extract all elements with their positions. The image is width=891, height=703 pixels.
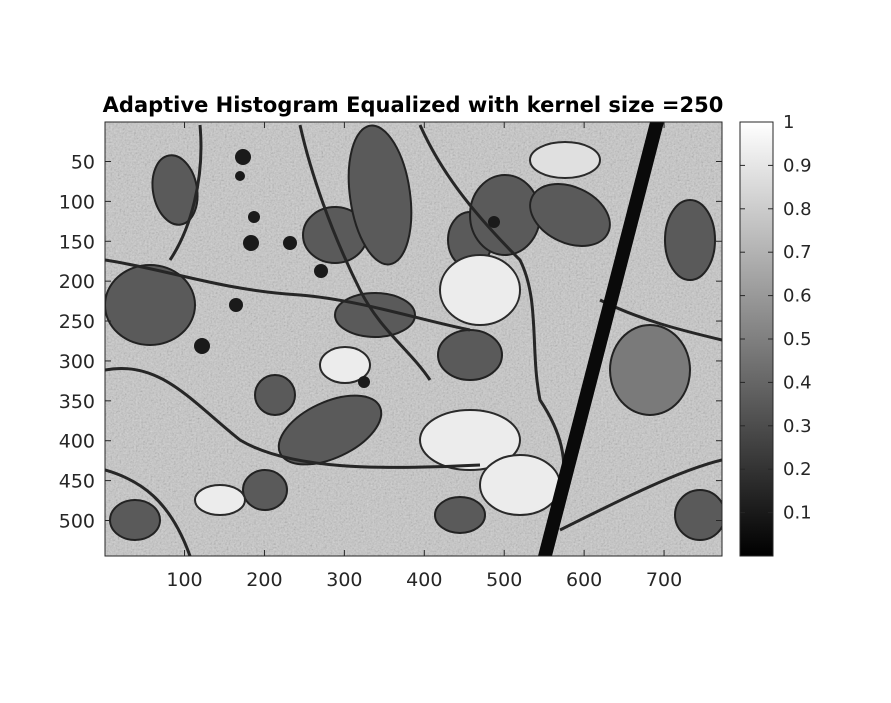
colorbar-tick-label: 0.5 (783, 329, 812, 350)
y-tick-label: 300 (59, 351, 95, 373)
x-tick-label: 400 (406, 569, 442, 591)
y-tick-label: 250 (59, 311, 95, 333)
colorbar-tick-label: 0.2 (783, 459, 812, 480)
y-tick-label: 100 (59, 191, 95, 213)
colorbar-tick-label: 0.3 (783, 416, 812, 437)
y-tick-label: 350 (59, 391, 95, 413)
colorbar-tick-label: 0.6 (783, 286, 812, 307)
x-axis: 100 200 300 400 500 600 700 (166, 122, 682, 591)
x-tick-label: 100 (166, 569, 202, 591)
y-axis: 50 100 150 200 250 300 350 400 450 500 (59, 151, 722, 532)
y-tick-label: 150 (59, 231, 95, 253)
micrograph-image (105, 122, 722, 556)
y-tick-label: 450 (59, 471, 95, 493)
x-tick-label: 700 (646, 569, 682, 591)
y-tick-label: 50 (71, 151, 95, 173)
colorbar-tick-label: 1 (783, 112, 794, 133)
x-tick-label: 500 (486, 569, 522, 591)
x-tick-label: 300 (326, 569, 362, 591)
colorbar-tick-label: 0.1 (783, 503, 812, 524)
x-tick-label: 600 (566, 569, 602, 591)
y-tick-label: 200 (59, 271, 95, 293)
colorbar-tick-label: 0.4 (783, 372, 812, 393)
colorbar-tick-label: 0.9 (783, 155, 812, 176)
figure-title: Adaptive Histogram Equalized with kernel… (103, 93, 724, 117)
colorbar-tick-label: 0.7 (783, 242, 812, 263)
colorbar: 0.1 0.2 0.3 0.4 0.5 0.6 0.7 0.8 0.9 1 (739, 112, 812, 557)
x-tick-label: 200 (246, 569, 282, 591)
y-tick-label: 400 (59, 431, 95, 453)
y-tick-label: 500 (59, 510, 95, 532)
colorbar-tick-label: 0.8 (783, 199, 812, 220)
